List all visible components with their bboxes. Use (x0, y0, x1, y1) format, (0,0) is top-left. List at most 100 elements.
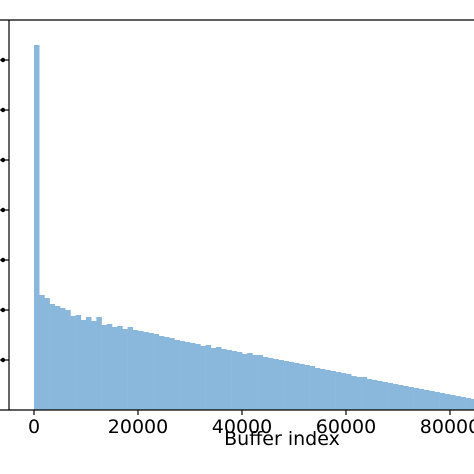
histogram-bar (54, 306, 61, 410)
histogram-bar (86, 317, 92, 410)
histogram-bar (164, 337, 170, 410)
histogram-bar (39, 295, 45, 410)
histogram-bar (351, 376, 357, 410)
histogram-bar (278, 360, 284, 410)
y-tick-label-fragment (0, 157, 6, 163)
histogram-bar (138, 331, 144, 410)
y-tick-label-fragment (0, 207, 6, 213)
histogram-bar (60, 308, 66, 410)
x-tick-label: 80000 (420, 416, 474, 438)
y-tick-label-fragment (0, 257, 6, 263)
y-tick-label-fragment (0, 107, 6, 113)
histogram-bar (210, 348, 217, 410)
histogram-bar (117, 326, 123, 410)
histogram-bar (122, 329, 128, 410)
y-axis-ticks (0, 57, 9, 363)
histogram-bar (403, 386, 409, 410)
histogram-bar (356, 377, 362, 410)
histogram-bar (294, 363, 300, 410)
y-tick-label-fragment (0, 357, 6, 363)
histogram-bar (216, 347, 222, 410)
histogram-bar (283, 361, 290, 410)
histogram-bar (184, 342, 191, 410)
histogram-bar (226, 350, 232, 410)
histogram-bar (408, 387, 414, 410)
histogram-bar (257, 355, 264, 410)
histogram-bar (106, 324, 113, 410)
histogram-bar (429, 391, 435, 410)
histogram-bar (231, 351, 238, 410)
histogram-bar (112, 327, 118, 410)
histogram-bar (366, 379, 373, 410)
histogram-bar (221, 349, 227, 410)
histogram-bar (299, 364, 305, 410)
x-tick-label: 60000 (316, 416, 376, 438)
histogram-bar (361, 377, 368, 410)
histogram-bar (288, 362, 295, 410)
histogram-bar (372, 380, 378, 410)
histogram-bar (242, 354, 248, 410)
histogram-bar (158, 336, 165, 410)
histogram-bar (273, 359, 279, 410)
histogram-bar (179, 341, 186, 410)
histogram-bar (413, 388, 420, 410)
histogram-bar (465, 398, 472, 410)
histogram-bar (169, 338, 175, 410)
histogram-bar (330, 371, 336, 410)
histogram-bar (304, 365, 310, 410)
histogram-bar (236, 352, 243, 410)
histogram-bar (200, 346, 206, 410)
histogram-bar (205, 345, 212, 410)
y-tick-label-fragment (0, 307, 6, 313)
x-tick-label: 20000 (108, 416, 168, 438)
histogram-bar (153, 334, 160, 410)
x-tick-label: 0 (28, 416, 40, 438)
histogram-bar (91, 321, 97, 410)
histogram-bar (455, 396, 461, 410)
histogram-bar (309, 366, 316, 410)
histogram-bar (325, 370, 331, 410)
histogram-bar (262, 357, 269, 410)
y-tick-label-fragment (0, 57, 6, 63)
histogram-bar (44, 298, 50, 410)
histogram-bar (346, 374, 352, 410)
x-axis-ticks: 0 20000 40000 60000 80000 (28, 410, 474, 438)
histogram-bar (65, 310, 71, 410)
histogram-bar (80, 320, 87, 410)
x-axis-title: Buffer index (224, 428, 340, 450)
histogram-bar (460, 397, 466, 410)
histogram-bar (434, 392, 440, 410)
histogram-bar (190, 343, 196, 410)
histogram-bar (75, 315, 82, 410)
histogram-bar (439, 393, 446, 410)
histogram-bar (96, 317, 102, 410)
histogram-bar (127, 327, 134, 410)
histogram-bar (174, 340, 180, 410)
histogram-bars (34, 45, 474, 410)
histogram-bar (101, 325, 108, 410)
histogram-bar (340, 373, 347, 410)
histogram-bar (444, 394, 451, 410)
histogram-bar (377, 381, 383, 410)
histogram-bar (387, 383, 394, 410)
histogram-bar (335, 372, 342, 410)
histogram-bar (424, 390, 430, 410)
histogram-bar (392, 384, 399, 410)
histogram-bar (418, 389, 425, 410)
histogram-bar (148, 333, 154, 410)
histogram-bar (382, 382, 388, 410)
histogram-bar (247, 353, 253, 410)
histogram-bar (49, 304, 56, 410)
histogram-bar (70, 316, 76, 410)
histogram-bar (34, 45, 40, 410)
histogram-bar (195, 344, 201, 410)
histogram-bar (314, 368, 321, 410)
histogram-bar (470, 399, 474, 410)
histogram-bar (143, 332, 149, 410)
histogram-bar (132, 330, 139, 410)
histogram-bar (398, 385, 404, 410)
x-tick-label: 40000 (212, 416, 272, 438)
histogram-bar (450, 395, 456, 410)
histogram-bar (268, 358, 274, 410)
